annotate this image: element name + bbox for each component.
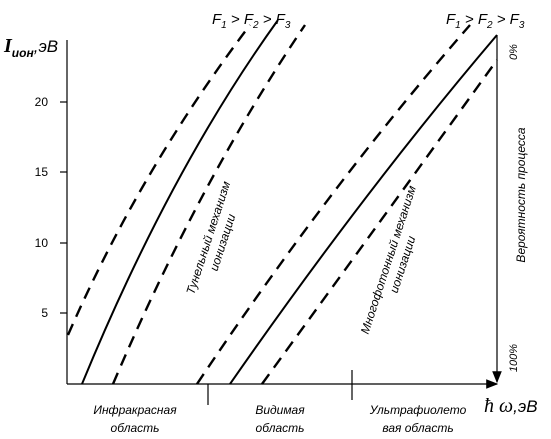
- field-label: F1 > F2 > F3: [212, 11, 291, 31]
- curve: [196, 24, 471, 385]
- mechanism-label: Тунельный механизм ионизации: [183, 179, 238, 296]
- y-tick-label: 15: [35, 165, 49, 179]
- probability-label: Вероятность процесса: [514, 127, 528, 262]
- region-label: вая область: [382, 421, 453, 435]
- curve: [261, 59, 498, 385]
- curve: [229, 34, 498, 385]
- probability-bottom: 100%: [508, 344, 520, 372]
- y-tick-label: 5: [41, 306, 48, 320]
- mechanism-label: Многофотонный механизм ионизации: [358, 184, 419, 336]
- region-label: Видимая: [255, 403, 305, 417]
- curve: [111, 24, 306, 385]
- region-label: Инфракрасная: [93, 403, 177, 417]
- y-ticks: 5 10 15 20: [35, 95, 67, 320]
- x-axis-label: ħ ω,эВ: [484, 395, 538, 417]
- y-tick-label: 10: [35, 236, 49, 250]
- region-label: область: [111, 421, 160, 435]
- region-label: Ультрафиолето: [369, 403, 467, 417]
- field-label: F1 > F2 > F3: [446, 11, 525, 31]
- y-tick-label: 20: [35, 95, 49, 109]
- y-axis-label: Iион,эВ: [3, 35, 58, 60]
- probability-top: 0%: [508, 44, 520, 60]
- curve: [66, 24, 251, 336]
- curve: [81, 19, 279, 385]
- region-label: область: [256, 421, 305, 435]
